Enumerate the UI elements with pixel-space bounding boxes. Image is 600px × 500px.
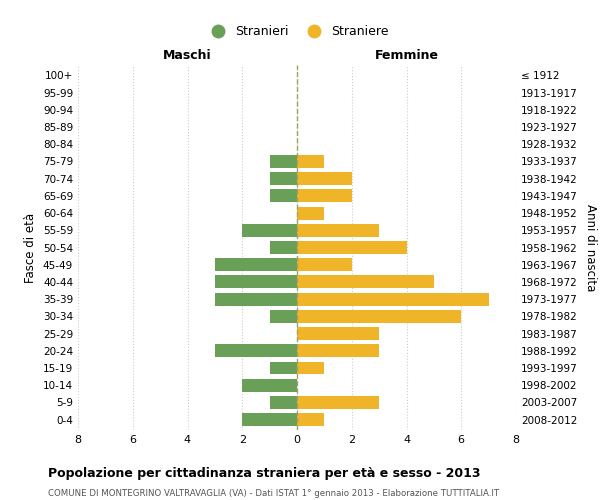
Bar [269, 190, 297, 202]
Legend: Stranieri, Straniere: Stranieri, Straniere [200, 20, 394, 43]
Bar [215, 276, 297, 288]
Bar [297, 362, 325, 374]
Bar [297, 241, 407, 254]
Bar [297, 276, 434, 288]
Bar [297, 155, 325, 168]
Y-axis label: Anni di nascita: Anni di nascita [584, 204, 597, 291]
Bar [269, 155, 297, 168]
Bar [269, 172, 297, 185]
Bar [242, 413, 297, 426]
Text: COMUNE DI MONTEGRINO VALTRAVAGLIA (VA) - Dati ISTAT 1° gennaio 2013 - Elaborazio: COMUNE DI MONTEGRINO VALTRAVAGLIA (VA) -… [48, 489, 499, 498]
Bar [297, 344, 379, 358]
Bar [297, 172, 352, 185]
Bar [297, 190, 352, 202]
Y-axis label: Fasce di età: Fasce di età [25, 212, 37, 282]
Bar [215, 292, 297, 306]
Bar [242, 379, 297, 392]
Bar [269, 241, 297, 254]
Bar [297, 327, 379, 340]
Text: Femmine: Femmine [374, 50, 439, 62]
Bar [242, 224, 297, 236]
Bar [215, 258, 297, 271]
Bar [297, 224, 379, 236]
Bar [297, 292, 488, 306]
Bar [297, 396, 379, 409]
Bar [297, 310, 461, 323]
Bar [297, 206, 325, 220]
Text: Maschi: Maschi [163, 50, 212, 62]
Bar [297, 258, 352, 271]
Bar [269, 310, 297, 323]
Bar [269, 362, 297, 374]
Bar [297, 413, 325, 426]
Text: Popolazione per cittadinanza straniera per età e sesso - 2013: Popolazione per cittadinanza straniera p… [48, 468, 481, 480]
Bar [215, 344, 297, 358]
Bar [269, 396, 297, 409]
